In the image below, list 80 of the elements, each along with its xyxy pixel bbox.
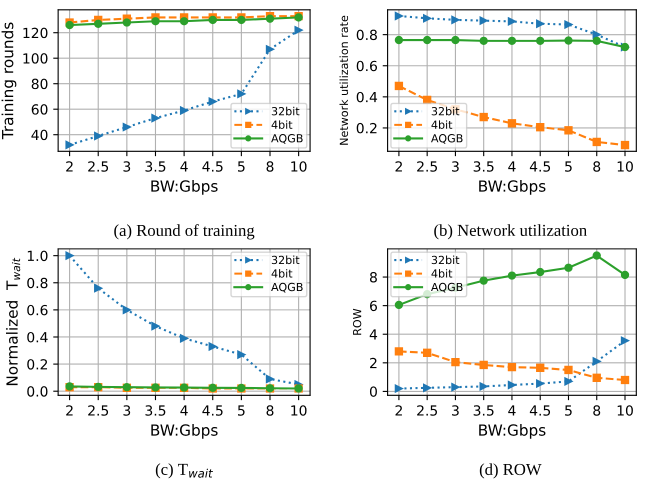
legend-label: AQGB (271, 134, 303, 144)
x-axis-title: BW:Gbps (479, 424, 546, 439)
x-tick-label: 5 (565, 161, 572, 172)
x-tick-label: 2.5 (417, 405, 437, 416)
legend-label: 32bit (432, 256, 460, 264)
x-tick-label: 10 (618, 161, 633, 172)
x-tick-label: 2 (66, 405, 73, 416)
x-axis-title: BW:Gbps (151, 424, 218, 439)
x-tick-label: 2 (66, 161, 73, 172)
y-tick-label: 0.8 (356, 30, 377, 40)
legend-label: 4bit (272, 269, 292, 278)
x-tick-label: 4.5 (530, 161, 550, 172)
x-tick-label: 3 (123, 405, 130, 416)
x-tick-label: 5 (565, 405, 572, 416)
x-tick-label: 3 (452, 161, 459, 172)
y-axis-title: ROW (352, 308, 362, 335)
y-tick-label: 2 (370, 358, 376, 368)
y-tick-label: 0.2 (356, 122, 376, 134)
x-tick-label: 3.5 (474, 405, 494, 416)
y-tick-label: 80 (32, 78, 48, 90)
y-tick-label: 0 (370, 386, 377, 397)
legend-label: 4bit (272, 120, 292, 129)
x-tick-label: 3 (452, 405, 459, 416)
y-tick-label: 0.2 (27, 359, 48, 370)
legend-label: 4bit (431, 120, 452, 129)
x-tick-label: 2.5 (88, 161, 108, 172)
legend-label: AQGB (431, 282, 463, 292)
x-tick-label: 4 (180, 405, 188, 416)
x-tick-label: 5 (238, 161, 245, 172)
x-tick-label: 8 (266, 161, 274, 172)
y-axis-title: Network utilization rate (339, 16, 348, 145)
x-tick-label: 4.5 (530, 405, 550, 416)
x-axis-title: BW:Gbps (479, 180, 546, 195)
legend-label: 32bit (432, 106, 460, 116)
x-tick-label: 10 (291, 161, 307, 172)
x-tick-label: 3.5 (474, 161, 494, 172)
y-tick-label: 0.0 (27, 386, 48, 397)
x-tick-label: 4 (508, 405, 516, 416)
x-tick-label: 8 (593, 405, 600, 416)
y-tick-label: 0.4 (356, 92, 378, 102)
y-tick-label: 0.4 (27, 332, 48, 342)
x-tick-label: 3.5 (145, 405, 166, 416)
legend-label: 4bit (431, 269, 452, 278)
y-tick-label: 120 (23, 28, 48, 38)
x-tick-label: 3.5 (145, 161, 166, 172)
x-tick-label: 3 (123, 161, 130, 172)
x-axis-title: BW:Gbps (151, 180, 218, 195)
x-tick-label: 4.5 (202, 405, 223, 416)
y-tick-label: 4 (370, 329, 378, 340)
y-tick-label: 6 (370, 300, 378, 312)
y-tick-label: 100 (23, 53, 48, 64)
legend-label: 32bit (272, 106, 300, 116)
y-tick-label: 1.0 (28, 250, 48, 262)
x-tick-label: 10 (291, 405, 307, 416)
x-tick-label: 4 (508, 161, 516, 172)
legend-label: AQGB (431, 134, 463, 144)
x-tick-label: 10 (618, 405, 633, 416)
x-tick-label: 2.5 (417, 161, 437, 172)
text: (a) Round of training (114, 224, 254, 240)
x-tick-label: 2.5 (88, 405, 108, 416)
y-tick-label: 0.6 (27, 304, 48, 316)
text: (b) Network utilization (434, 224, 587, 240)
y-tick-label: 0.8 (27, 278, 48, 288)
y-tick-label: 0.6 (356, 60, 378, 72)
legend-label: AQGB (271, 282, 303, 292)
y-axis-title: Training rounds (2, 22, 16, 140)
text: (c) T$_{wait}$ (156, 463, 213, 478)
x-tick-label: 8 (266, 405, 274, 416)
x-tick-label: 4 (180, 161, 188, 172)
legend-label: 32bit (272, 256, 300, 264)
y-tick-label: 40 (31, 130, 48, 140)
text: (d) ROW (480, 463, 542, 478)
y-tick-label: 60 (32, 104, 48, 115)
x-tick-label: 4.5 (202, 161, 223, 172)
x-tick-label: 2 (396, 161, 402, 172)
y-axis-title: Normalized T$_{wait}$ (6, 258, 20, 386)
x-tick-label: 8 (593, 161, 600, 172)
x-tick-label: 5 (238, 405, 245, 416)
x-tick-label: 2 (396, 405, 402, 416)
y-tick-label: 8 (370, 272, 377, 283)
